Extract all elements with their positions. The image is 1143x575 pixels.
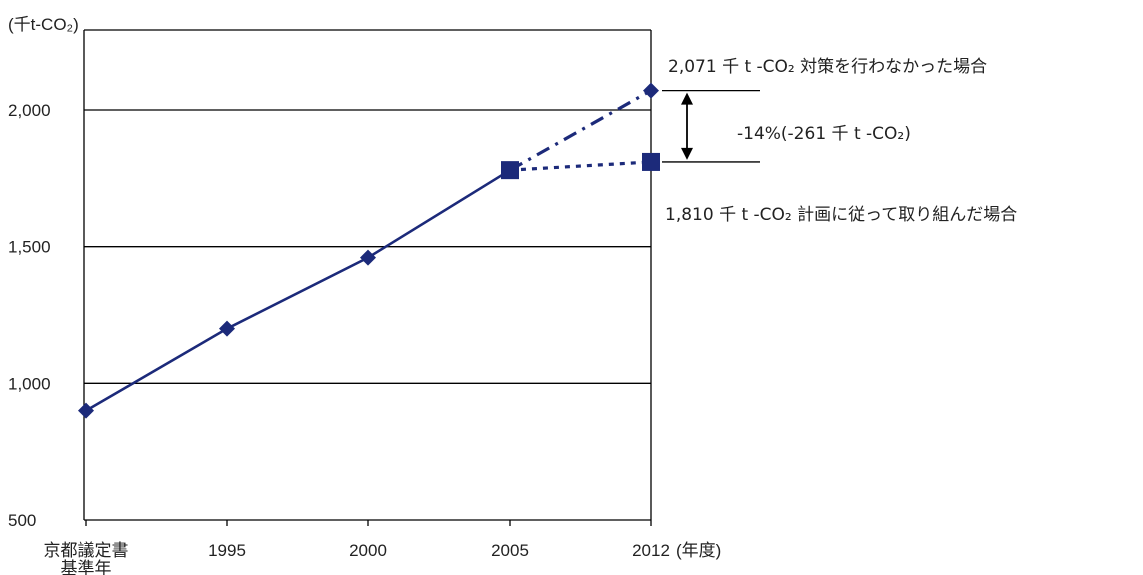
point-diamond-1 [219,320,235,337]
x-tick-label-4: 2012 [632,541,670,560]
y-tick-label-1000: 1,000 [8,374,51,393]
y-tick-label-500: 500 [8,511,36,530]
x-tick-label-2: 2000 [349,541,387,560]
x-tick-label-1: 1995 [208,541,246,560]
point-square-2012 [642,152,660,171]
point-diamond-2012 [643,82,659,99]
point-square-2005 [501,161,519,180]
y-tick-labels: 500 1,000 1,500 2,000 [8,101,51,530]
y-unit-label: (千t-CO₂) [8,15,79,34]
data-markers [78,82,660,419]
x-tick-label-3: 2005 [491,541,529,560]
series-line-solid [85,169,511,412]
arrow-head-down-icon [681,147,693,160]
y-tick-label-2000: 2,000 [8,101,51,120]
series-line-dotted [509,160,652,172]
y-tick-label-1500: 1,500 [8,238,51,257]
annotations: 2,071 千 t -CO₂ 対策を行わなかった場合 -14%(-261 千 t … [662,57,1017,225]
data-series [85,89,652,412]
annotation-upper: 2,071 千 t -CO₂ 対策を行わなかった場合 [668,57,987,77]
x-tick-label-0: 京都議定書 [44,541,129,560]
grid-lines [84,109,651,384]
point-diamond-0 [78,402,94,419]
annotation-lower: 1,810 千 t -CO₂ 計画に従って取り組んだ場合 [665,205,1017,225]
x-unit-label: (年度) [676,541,721,560]
series-line-dash-dot [509,89,652,172]
point-diamond-2 [360,249,376,266]
x-tick-label-0-line2: 基準年 [61,559,112,575]
axes [83,29,652,526]
annotation-difference: -14%(-261 千 t -CO₂) [737,124,911,144]
arrow-head-up-icon [681,92,693,105]
